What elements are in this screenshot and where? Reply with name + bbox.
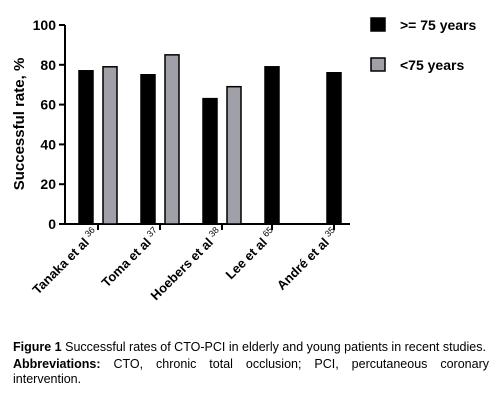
abbreviations-description: CTO, chronic total occlusion; PCI, percu… bbox=[13, 356, 489, 387]
x-tick-label-ref: 37 bbox=[145, 225, 159, 239]
legend-label: <75 years bbox=[400, 57, 464, 73]
y-tick-label: 80 bbox=[40, 57, 56, 73]
y-tick-label: 40 bbox=[40, 136, 56, 152]
x-tick-label-ref: 36 bbox=[83, 225, 97, 239]
bar-older-0 bbox=[78, 70, 94, 225]
x-tick-label-ref: 38 bbox=[207, 225, 221, 239]
y-tick-label: 20 bbox=[40, 176, 56, 192]
x-tick-label-name: Tanaka et al bbox=[29, 235, 92, 298]
y-axis-label: Successful rate, % bbox=[11, 58, 28, 191]
figure-description: Successful rates of CTO-PCI in elderly a… bbox=[65, 340, 486, 354]
bar-younger-2 bbox=[226, 85, 242, 225]
legend-swatch bbox=[370, 57, 386, 72]
bar-older-4 bbox=[326, 72, 342, 225]
x-tick-label: Tanaka et al36 bbox=[29, 225, 101, 297]
y-tick-label: 60 bbox=[40, 97, 56, 113]
x-tick-label: André et al35 bbox=[273, 225, 341, 293]
x-tick-label-name: Toma et al bbox=[99, 235, 154, 290]
bar-older-3 bbox=[264, 66, 280, 225]
x-tick-label: Lee et al65 bbox=[222, 225, 279, 282]
bar-younger-1 bbox=[164, 54, 180, 225]
y-tick-label: 0 bbox=[48, 216, 56, 232]
x-tick-label-name: Lee et al bbox=[223, 235, 270, 282]
abbreviations-text: Abbreviations: CTO, chronic total occlus… bbox=[13, 357, 489, 388]
figure-caption-text: Figure 1 Successful rates of CTO-PCI in … bbox=[13, 340, 489, 356]
legend-label: >= 75 years bbox=[400, 17, 477, 33]
chart-legend: >= 75 years <75 years bbox=[370, 17, 477, 73]
x-tick-label-name: André et al bbox=[274, 235, 332, 293]
x-tick-label: Toma et al37 bbox=[98, 225, 163, 290]
bar-older-1 bbox=[140, 74, 156, 225]
legend-swatch bbox=[370, 17, 386, 32]
abbreviations-label: Abbreviations: bbox=[13, 356, 101, 371]
figure-caption: Figure 1 Successful rates of CTO-PCI in … bbox=[13, 340, 489, 388]
y-tick-label: 100 bbox=[33, 17, 57, 33]
chart-bars bbox=[78, 54, 342, 225]
bar-older-2 bbox=[202, 97, 218, 225]
x-tick-label: Hoebers et al38 bbox=[147, 225, 225, 303]
bar-younger-0 bbox=[102, 66, 118, 225]
x-tick-label-name: Hoebers et al bbox=[148, 235, 216, 303]
figure-label: Figure 1 bbox=[13, 340, 62, 354]
